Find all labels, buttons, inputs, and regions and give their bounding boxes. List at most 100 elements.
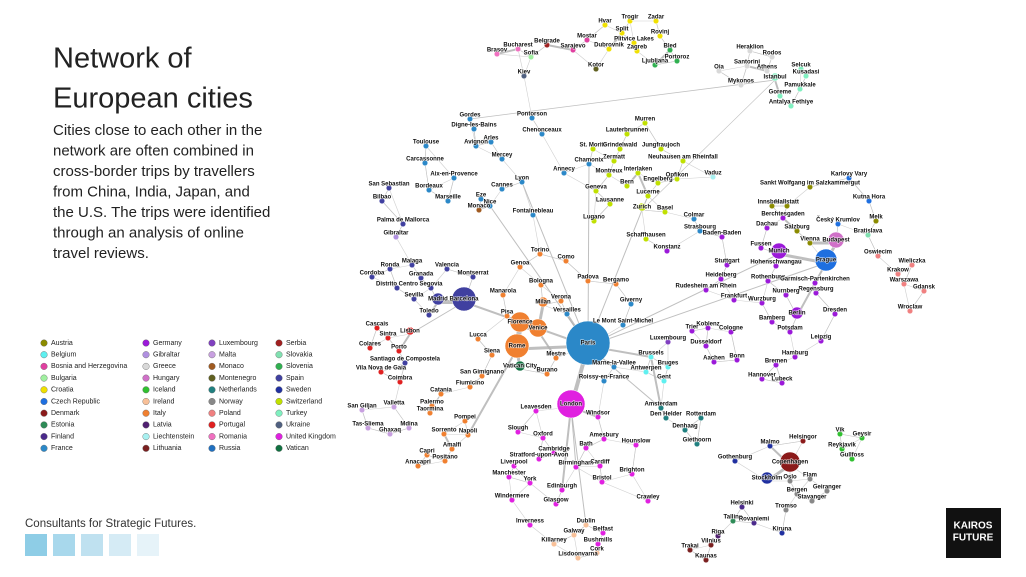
city-node — [782, 291, 790, 299]
city-label: Bilbao — [373, 195, 392, 201]
city-label: Distrito Centro — [376, 282, 418, 288]
city-node — [565, 320, 611, 366]
city-node — [616, 145, 624, 153]
edge — [496, 48, 519, 55]
edge — [608, 174, 628, 187]
city-node — [539, 434, 547, 442]
legend-label: Monaco — [219, 363, 244, 370]
legend-swatch — [208, 433, 216, 441]
edge — [636, 50, 656, 66]
city-node — [520, 72, 528, 80]
legend-swatch — [142, 351, 150, 359]
city-label: Versailles — [553, 308, 581, 314]
city-node — [872, 217, 880, 225]
city-label: Denhaag — [672, 424, 698, 430]
city-node — [393, 284, 401, 292]
city-label: Baden-Baden — [703, 231, 742, 237]
city-label: Annecy — [553, 167, 575, 173]
city-label: Bremen — [765, 359, 788, 365]
legend-swatch — [208, 351, 216, 359]
city-label: Flam — [803, 473, 817, 479]
city-label: Reykjavik — [828, 443, 856, 449]
city-label: Riga — [711, 530, 725, 536]
city-node — [763, 224, 771, 232]
footer-square — [137, 534, 159, 556]
city-label: Lucerne — [636, 190, 660, 196]
legend-swatch — [275, 433, 283, 441]
edge — [717, 520, 734, 537]
city-node — [656, 32, 664, 40]
edge — [767, 280, 787, 296]
legend-swatch — [40, 398, 48, 406]
city-label: Colares — [359, 342, 382, 348]
city-node — [827, 231, 845, 249]
city-node — [405, 424, 413, 432]
city-label: Gdansk — [913, 285, 936, 291]
city-node — [466, 383, 474, 391]
city-label: Crawley — [636, 495, 660, 501]
legend-label: Hungary — [153, 375, 180, 382]
city-label: Konstanz — [654, 245, 681, 251]
city-node — [516, 263, 524, 271]
city-label: Gothenburg — [718, 455, 753, 461]
edge — [502, 266, 521, 296]
city-label: San Sebastian — [368, 182, 409, 188]
city-node — [572, 463, 580, 471]
edge — [517, 48, 525, 77]
edge — [761, 378, 783, 384]
legend-swatch — [40, 374, 48, 382]
edge — [409, 301, 465, 335]
city-label: Stratford-upon-Avon — [510, 453, 569, 459]
edge — [393, 381, 401, 408]
edge — [517, 410, 537, 433]
edge — [721, 236, 728, 266]
city-label: Cardiff — [590, 460, 610, 466]
city-label: Munich — [769, 249, 790, 255]
city-label: Mykonos — [728, 79, 755, 85]
city-node — [505, 473, 513, 481]
city-label: Genoa — [511, 261, 530, 267]
city-node — [574, 554, 582, 562]
edge — [586, 24, 606, 41]
city-node — [431, 292, 445, 306]
city-node — [864, 231, 872, 239]
legend-label: Iceland — [153, 387, 176, 394]
city-label: Bergen — [787, 488, 808, 494]
city-label: Český Krumlov — [816, 217, 860, 224]
city-node — [628, 470, 636, 478]
city-label: Jungfraujoch — [642, 143, 680, 149]
city-node — [399, 220, 407, 228]
edge — [761, 364, 777, 380]
edge — [603, 438, 637, 446]
city-node — [503, 312, 511, 320]
city-label: Rothenburg — [751, 275, 785, 281]
legend-label: Poland — [219, 410, 241, 417]
legend-label: Latvia — [153, 422, 172, 429]
city-label: Wieliczka — [899, 259, 927, 265]
legend-swatch — [40, 362, 48, 370]
city-label: Fussen — [750, 242, 771, 248]
city-node — [552, 500, 560, 508]
edge — [775, 356, 796, 366]
legend-label: Greece — [153, 363, 176, 370]
edge — [613, 366, 647, 373]
legend-label: Ireland — [153, 398, 175, 405]
city-node — [461, 417, 469, 425]
city-node — [679, 157, 687, 165]
city-label: Oxford — [533, 432, 553, 438]
edge — [440, 386, 471, 395]
edge — [641, 79, 776, 211]
city-label: Stuttgart — [715, 259, 740, 265]
edge — [425, 145, 455, 179]
city-node — [664, 338, 672, 346]
city-label: Le Mont Saint-Michel — [593, 319, 653, 325]
legend-label: Liechtenstein — [153, 433, 194, 440]
city-node — [657, 145, 665, 153]
city-label: Plitvice Lakes — [614, 37, 654, 43]
city-label: Oslo — [783, 475, 797, 481]
city-node — [563, 310, 571, 318]
city-node — [600, 377, 608, 385]
city-node — [378, 197, 386, 205]
city-node — [799, 437, 807, 445]
